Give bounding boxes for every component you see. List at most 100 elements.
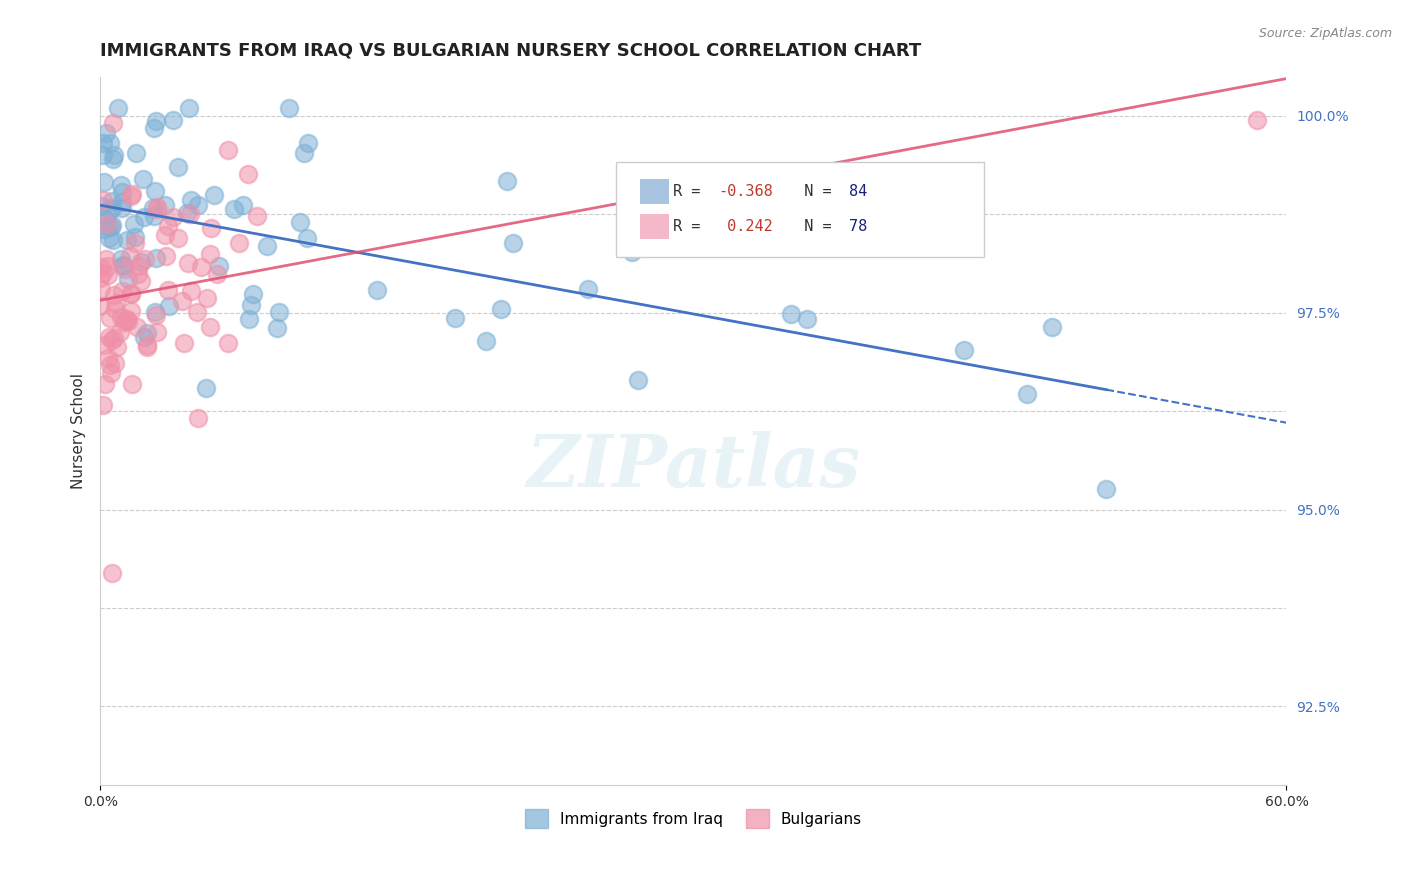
Point	[186, 304, 208, 318]
Point	[475, 334, 498, 349]
Point	[103, 330, 125, 344]
Point	[444, 311, 467, 326]
Point	[1246, 112, 1268, 127]
Point	[297, 136, 319, 151]
Point	[111, 185, 134, 199]
Point	[98, 359, 121, 373]
Point	[111, 259, 134, 273]
Text: R =: R =	[673, 219, 710, 235]
Point	[101, 218, 124, 232]
Point	[127, 267, 149, 281]
Point	[91, 398, 114, 412]
Point	[153, 197, 176, 211]
Point	[125, 320, 148, 334]
Point	[103, 147, 125, 161]
Point	[200, 247, 222, 261]
Point	[121, 376, 143, 391]
Point	[177, 256, 200, 270]
Point	[101, 333, 124, 347]
Point	[266, 321, 288, 335]
Point	[110, 310, 132, 324]
Point	[101, 194, 124, 208]
Point	[120, 304, 142, 318]
Text: R =: R =	[673, 184, 710, 199]
Point	[162, 210, 184, 224]
Point	[114, 262, 136, 277]
Text: 84: 84	[849, 184, 868, 199]
Point	[134, 252, 156, 266]
Point	[195, 381, 218, 395]
Point	[796, 312, 818, 326]
Point	[238, 167, 260, 181]
Point	[132, 172, 155, 186]
Point	[93, 175, 115, 189]
FancyBboxPatch shape	[616, 161, 984, 257]
Point	[153, 228, 176, 243]
Point	[115, 234, 138, 248]
Point	[94, 337, 117, 351]
Point	[103, 288, 125, 302]
Text: N =: N =	[786, 184, 841, 199]
Point	[195, 291, 218, 305]
Point	[200, 320, 222, 334]
Point	[267, 305, 290, 319]
Point	[190, 260, 212, 274]
Point	[104, 296, 127, 310]
Point	[101, 201, 124, 215]
Point	[143, 209, 166, 223]
Text: 0.242: 0.242	[718, 219, 773, 235]
Point	[91, 193, 114, 207]
Point	[134, 330, 156, 344]
Point	[162, 113, 184, 128]
Point	[125, 145, 148, 160]
Point	[167, 160, 190, 174]
Point	[231, 197, 253, 211]
Point	[228, 235, 250, 250]
Point	[146, 326, 169, 340]
Text: Source: ZipAtlas.com: Source: ZipAtlas.com	[1258, 27, 1392, 40]
Point	[97, 268, 120, 282]
Point	[118, 249, 141, 263]
Point	[117, 271, 139, 285]
Point	[110, 178, 132, 193]
Point	[222, 202, 245, 217]
Point	[187, 198, 209, 212]
Point	[157, 299, 180, 313]
Point	[146, 202, 169, 217]
Point	[366, 283, 388, 297]
Point	[121, 187, 143, 202]
Point	[94, 377, 117, 392]
Point	[89, 271, 111, 285]
Legend: Immigrants from Iraq, Bulgarians: Immigrants from Iraq, Bulgarians	[519, 804, 868, 834]
Point	[1095, 483, 1118, 497]
Point	[143, 304, 166, 318]
Point	[103, 356, 125, 370]
Point	[98, 231, 121, 245]
Point	[207, 268, 229, 282]
Point	[177, 101, 200, 115]
Point	[176, 206, 198, 220]
Point	[155, 249, 177, 263]
Point	[112, 315, 135, 329]
Point	[256, 239, 278, 253]
Point	[240, 298, 263, 312]
Point	[94, 126, 117, 140]
Point	[100, 310, 122, 325]
Point	[179, 207, 201, 221]
Point	[124, 235, 146, 250]
Point	[242, 287, 264, 301]
Point	[1040, 319, 1063, 334]
Point	[101, 115, 124, 129]
Point	[132, 210, 155, 224]
Point	[489, 301, 512, 316]
Point	[167, 230, 190, 244]
Point	[652, 218, 675, 232]
Point	[173, 336, 195, 351]
Point	[120, 286, 142, 301]
Point	[93, 222, 115, 236]
Point	[97, 219, 120, 234]
Point	[110, 252, 132, 266]
Point	[91, 267, 114, 281]
Point	[156, 283, 179, 297]
Point	[217, 144, 239, 158]
